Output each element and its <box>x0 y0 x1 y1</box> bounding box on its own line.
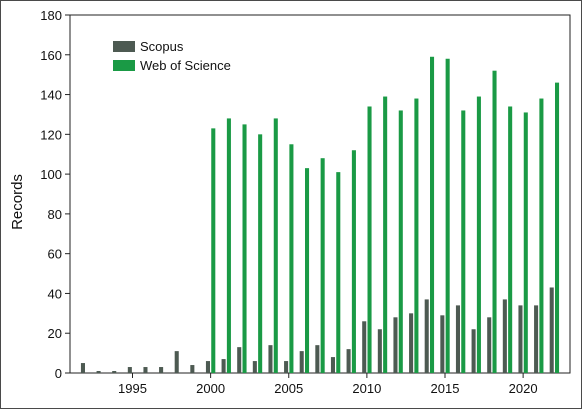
bar-scopus-2014 <box>424 299 429 373</box>
y-tick-label-20: 20 <box>48 326 62 341</box>
bar-scopus-2009 <box>346 349 351 373</box>
bar-web-of-science-2021 <box>539 98 544 374</box>
bar-scopus-1999 <box>190 365 195 373</box>
y-tick-label-160: 160 <box>40 48 62 63</box>
legend-swatch-scopus <box>113 41 135 52</box>
bar-web-of-science-2020 <box>523 112 528 373</box>
y-tick-label-120: 120 <box>40 127 62 142</box>
bar-web-of-science-2007 <box>320 158 325 373</box>
bar-scopus-2010 <box>362 321 367 373</box>
bar-web-of-science-2010 <box>367 106 372 373</box>
bar-scopus-1998 <box>174 351 179 373</box>
bar-scopus-2003 <box>252 361 257 373</box>
bar-scopus-2006 <box>299 351 304 373</box>
x-tick-label-1995: 1995 <box>118 381 147 396</box>
y-tick-label-100: 100 <box>40 167 62 182</box>
chart-legend: Scopus Web of Science <box>113 39 231 73</box>
bar-scopus-1992 <box>80 363 85 373</box>
bar-scopus-1997 <box>159 367 164 373</box>
y-tick-label-60: 60 <box>48 247 62 262</box>
x-tick-label-2000: 2000 <box>196 381 225 396</box>
bar-web-of-science-2001 <box>226 118 231 373</box>
bar-scopus-2018 <box>487 317 492 373</box>
bar-web-of-science-2014 <box>430 56 435 374</box>
bar-scopus-1996 <box>143 367 148 373</box>
bar-scopus-2008 <box>330 357 335 373</box>
bar-scopus-2004 <box>268 345 273 373</box>
legend-label-scopus: Scopus <box>140 39 184 54</box>
x-tick-label-2015: 2015 <box>431 381 460 396</box>
bar-scopus-2002 <box>237 347 242 373</box>
plot-area <box>69 14 571 374</box>
bar-scopus-2005 <box>284 361 289 373</box>
bar-web-of-science-2015 <box>445 58 450 373</box>
bar-scopus-2007 <box>315 345 320 373</box>
bar-scopus-2020 <box>518 305 523 373</box>
bar-scopus-2012 <box>393 317 398 373</box>
x-tick-label-2010: 2010 <box>352 381 381 396</box>
bar-web-of-science-2016 <box>461 110 466 373</box>
bar-scopus-2000 <box>205 361 210 373</box>
bar-web-of-science-2009 <box>351 150 356 373</box>
bar-web-of-science-2008 <box>336 172 341 373</box>
legend-label-web-of-science: Web of Science <box>140 58 231 73</box>
bar-scopus-2022 <box>549 287 554 373</box>
bar-scopus-1993 <box>96 371 101 373</box>
legend-swatch-web-of-science <box>113 60 135 71</box>
bar-web-of-science-2013 <box>414 98 419 374</box>
bar-scopus-2001 <box>221 359 226 373</box>
y-tick-label-0: 0 <box>55 366 62 381</box>
bar-web-of-science-2002 <box>242 124 247 373</box>
bar-scopus-2011 <box>377 329 382 373</box>
bar-web-of-science-2019 <box>508 106 513 373</box>
bar-web-of-science-2005 <box>289 144 294 373</box>
bar-scopus-1995 <box>127 367 132 373</box>
bar-web-of-science-2000 <box>211 128 216 373</box>
bar-scopus-2019 <box>502 299 507 373</box>
chart-bars <box>80 56 560 374</box>
x-tick-label-2020: 2020 <box>509 381 538 396</box>
y-tick-label-40: 40 <box>48 286 62 301</box>
bar-web-of-science-2004 <box>273 118 278 373</box>
bar-web-of-science-2022 <box>555 82 560 373</box>
bar-scopus-1994 <box>112 371 117 373</box>
y-axis-label: Records <box>9 174 26 230</box>
bar-scopus-2015 <box>440 315 445 373</box>
x-tick-label-2005: 2005 <box>274 381 303 396</box>
bar-scopus-2013 <box>409 313 414 373</box>
y-tick-label-180: 180 <box>40 8 62 23</box>
bar-scopus-2021 <box>534 305 539 373</box>
bar-web-of-science-2018 <box>492 70 497 373</box>
y-tick-label-140: 140 <box>40 88 62 103</box>
bar-scopus-2017 <box>471 329 476 373</box>
bar-web-of-science-2006 <box>305 168 310 373</box>
bar-web-of-science-2012 <box>398 110 403 373</box>
bar-web-of-science-2003 <box>258 134 263 373</box>
y-tick-label-80: 80 <box>48 207 62 222</box>
bar-scopus-2016 <box>455 305 460 373</box>
bar-web-of-science-2011 <box>383 96 388 374</box>
chart-axes: 0 20 40 60 80 100 120 140 160 180 1995 2000 2005 2010… <box>40 8 571 396</box>
bar-web-of-science-2017 <box>476 96 481 374</box>
